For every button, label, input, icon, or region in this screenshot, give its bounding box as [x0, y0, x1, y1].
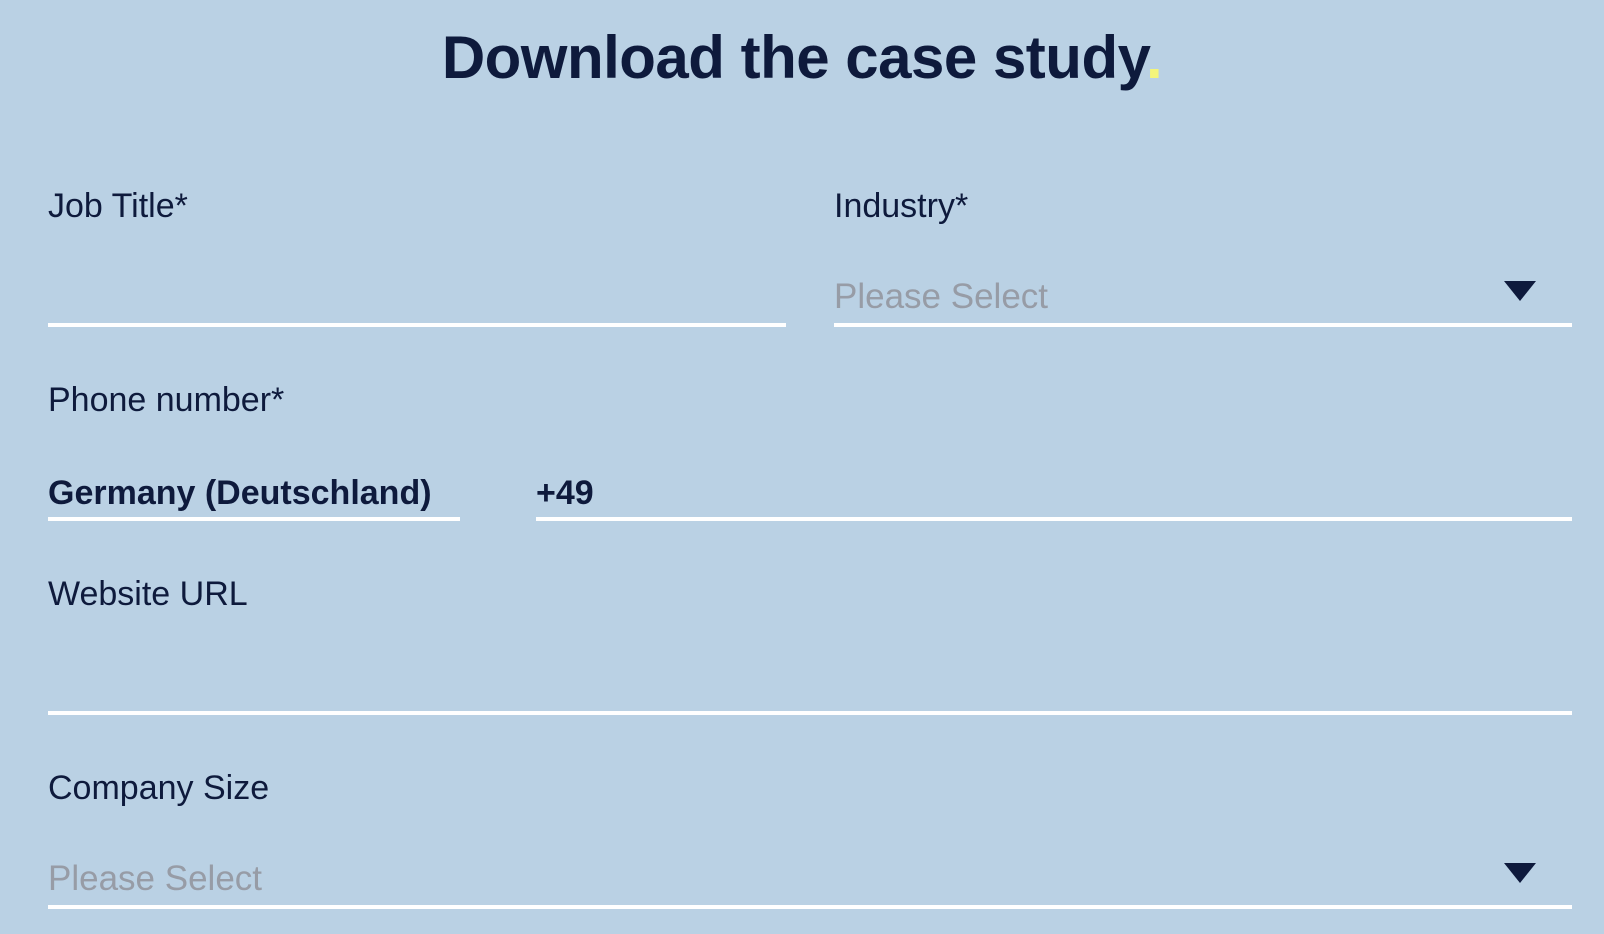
phone-label: Phone number* [48, 381, 285, 419]
title-accent-dot: . [1146, 24, 1163, 91]
industry-select[interactable]: Please Select [834, 267, 1572, 327]
caret-down-icon[interactable] [1504, 863, 1536, 883]
industry-label: Industry* [834, 187, 969, 225]
caret-down-icon[interactable] [1504, 281, 1536, 301]
company-size-label: Company Size [48, 769, 270, 807]
job-title-label: Job Title* [48, 187, 188, 225]
job-title-field[interactable] [48, 267, 786, 327]
phone-country-code: +49 [536, 474, 594, 512]
page-title: Download the case study. [0, 22, 1604, 94]
industry-placeholder: Please Select [834, 277, 1049, 316]
website-url-field[interactable] [48, 655, 1572, 715]
company-size-placeholder: Please Select [48, 859, 263, 898]
phone-country-select[interactable]: Germany (Deutschland) [48, 461, 460, 521]
phone-number-field[interactable]: +49 [536, 461, 1572, 521]
website-url-label: Website URL [48, 575, 248, 613]
job-title-input[interactable] [48, 267, 786, 323]
website-url-input[interactable] [48, 655, 1572, 711]
phone-country-value: Germany (Deutschland) [48, 474, 432, 512]
page-title-text: Download the case study [441, 24, 1147, 91]
company-size-select[interactable]: Please Select [48, 849, 1572, 909]
phone-number-input[interactable] [606, 461, 1572, 517]
